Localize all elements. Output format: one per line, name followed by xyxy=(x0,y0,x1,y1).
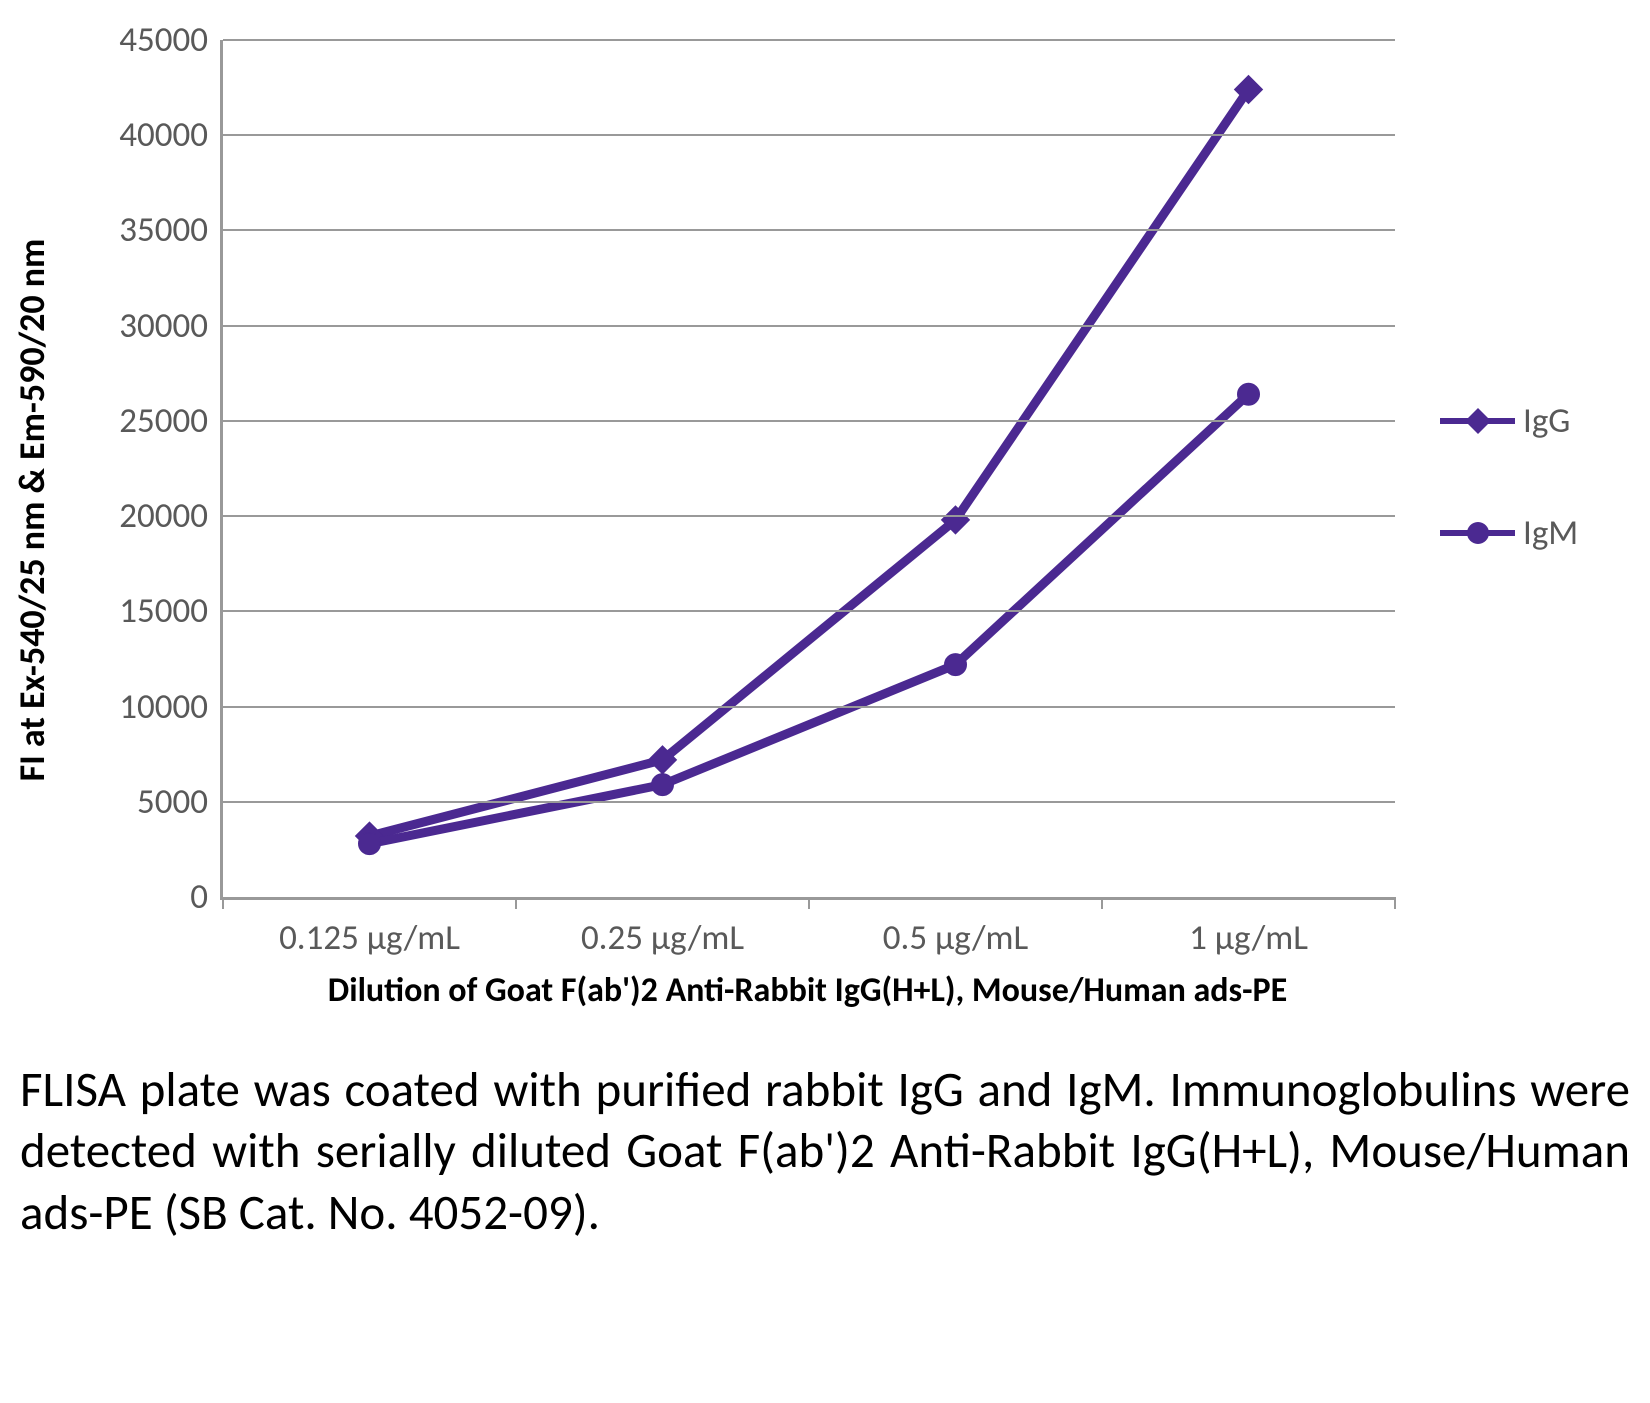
y-tick-label: 45000 xyxy=(119,19,208,61)
legend-line xyxy=(1440,530,1515,536)
y-tick-label: 25000 xyxy=(119,400,208,442)
legend-label: IgM xyxy=(1523,512,1578,554)
y-tick-label: 15000 xyxy=(119,590,208,632)
legend: IgG IgM xyxy=(1440,400,1620,624)
marker-circle xyxy=(359,833,381,855)
x-tick-mark xyxy=(1394,897,1396,909)
grid-line xyxy=(223,610,1395,612)
y-tick-label: 0 xyxy=(190,876,208,918)
grid-line xyxy=(223,325,1395,327)
y-tick-label: 35000 xyxy=(119,209,208,251)
plot-area: 0500010000150002000025000300003500040000… xyxy=(220,40,1395,900)
y-tick-label: 30000 xyxy=(119,305,208,347)
y-tick-label: 40000 xyxy=(119,114,208,156)
x-tick-label: 0.5 µg/mL xyxy=(883,917,1028,959)
grid-line xyxy=(223,706,1395,708)
x-tick-mark xyxy=(222,897,224,909)
x-tick-mark xyxy=(515,897,517,909)
y-axis-label: FI at Ex-540/25 nm & Em-590/20 nm xyxy=(10,239,54,782)
x-tick-label: 0.125 µg/mL xyxy=(279,917,460,959)
caption: FLISA plate was coated with purified rab… xyxy=(20,1060,1630,1244)
series-line-IgM xyxy=(370,394,1249,843)
grid-line xyxy=(223,134,1395,136)
x-tick-mark xyxy=(808,897,810,909)
grid-line xyxy=(223,420,1395,422)
legend-item: IgM xyxy=(1440,512,1620,554)
chart-svg xyxy=(223,40,1395,897)
x-tick-label: 1 µg/mL xyxy=(1189,917,1308,959)
marker-circle xyxy=(1238,383,1260,405)
circle-icon xyxy=(1464,519,1492,547)
y-tick-label: 5000 xyxy=(137,781,208,823)
x-axis-label: Dilution of Goat F(ab')2 Anti-Rabbit IgG… xyxy=(220,970,1395,1011)
y-tick-label: 10000 xyxy=(119,686,208,728)
grid-line xyxy=(223,515,1395,517)
legend-label: IgG xyxy=(1523,400,1570,442)
chart: FI at Ex-540/25 nm & Em-590/20 nm 050001… xyxy=(20,20,1630,1040)
x-tick-label: 0.25 µg/mL xyxy=(581,917,744,959)
y-tick-label: 20000 xyxy=(119,495,208,537)
x-tick-mark xyxy=(1101,897,1103,909)
legend-item: IgG xyxy=(1440,400,1620,442)
grid-line xyxy=(223,229,1395,231)
marker-circle xyxy=(945,654,967,676)
grid-line xyxy=(223,39,1395,41)
marker-circle xyxy=(652,774,674,796)
grid-line xyxy=(223,801,1395,803)
legend-line xyxy=(1440,418,1515,424)
diamond-icon xyxy=(1464,407,1492,435)
